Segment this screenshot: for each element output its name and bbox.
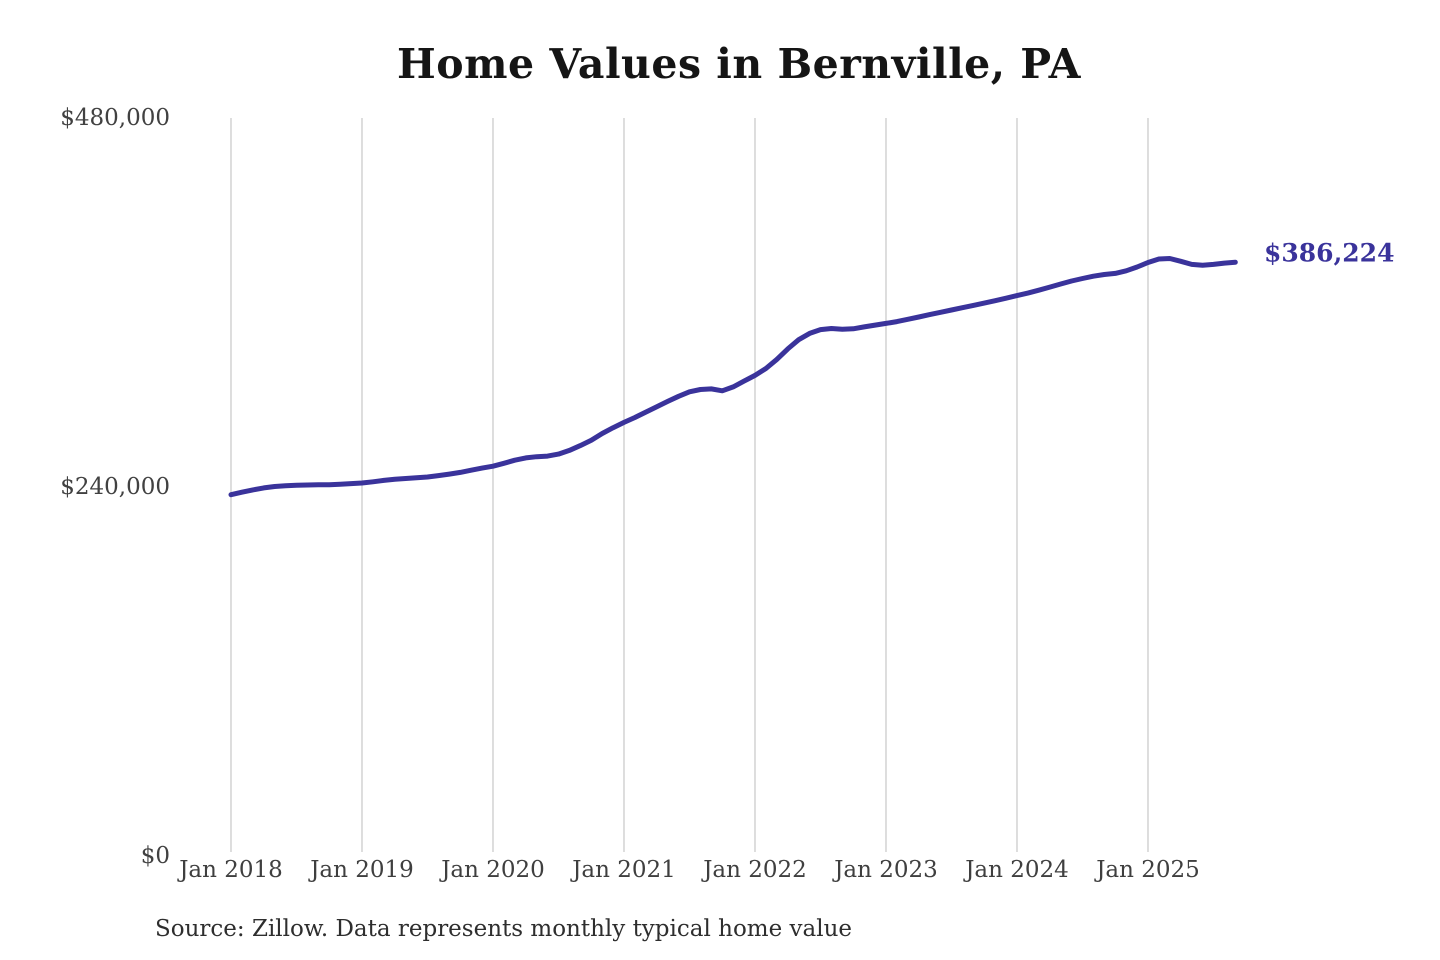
y-tick-label-0: $0 bbox=[140, 843, 170, 869]
x-tick-label-jan-2020: Jan 2020 bbox=[441, 857, 545, 883]
x-tick-label-jan-2018: Jan 2018 bbox=[179, 857, 283, 883]
source-note: Source: Zillow. Data represents monthly … bbox=[155, 916, 853, 942]
x-tick-label-jan-2022: Jan 2022 bbox=[703, 857, 807, 883]
x-tick-label-jan-2021: Jan 2021 bbox=[572, 857, 676, 883]
y-tick-label-2: $480,000 bbox=[60, 105, 170, 131]
chart-title: Home Values in Bernville, PA bbox=[397, 40, 1081, 88]
x-tick-label-jan-2019: Jan 2019 bbox=[310, 857, 414, 883]
latest-value-label: $386,224 bbox=[1264, 238, 1395, 268]
x-tick-label-jan-2025: Jan 2025 bbox=[1096, 857, 1200, 883]
y-tick-label-1: $240,000 bbox=[60, 474, 170, 500]
home-value-line bbox=[228, 256, 1238, 498]
x-tick-label-jan-2024: Jan 2024 bbox=[965, 857, 1069, 883]
x-tick-label-jan-2023: Jan 2023 bbox=[834, 857, 938, 883]
